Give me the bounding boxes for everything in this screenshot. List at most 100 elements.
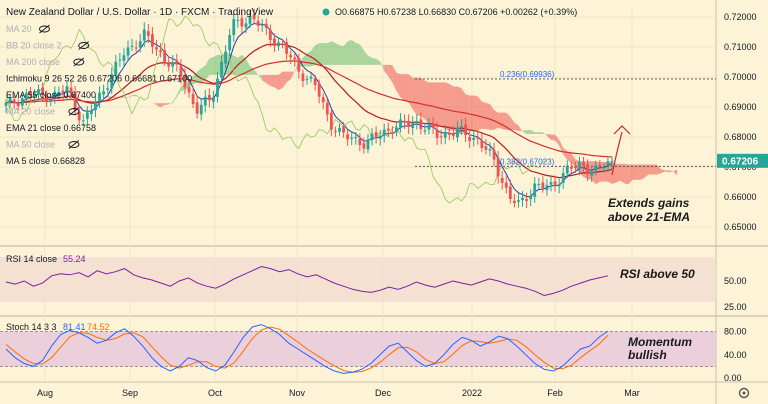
candle-body [81, 120, 85, 122]
cloud-segment [526, 129, 531, 135]
cloud-segment [351, 39, 356, 65]
candle-body [203, 96, 207, 106]
candle-body [325, 103, 329, 115]
candle-body [73, 91, 77, 111]
candle-body [273, 38, 276, 46]
cloud-segment [465, 94, 470, 131]
price-tick-label: 0.70000 [724, 72, 757, 82]
candle-body [240, 18, 244, 27]
candle-body [187, 87, 191, 93]
candle-body [582, 161, 585, 166]
cloud-segment [506, 112, 511, 131]
cloud-segment [457, 86, 462, 136]
cloud-segment [367, 55, 373, 65]
candle-body [508, 186, 512, 200]
candle-body [313, 78, 317, 86]
cloud-segment [538, 132, 543, 135]
cloud-segment [372, 58, 377, 65]
cloud-segment [363, 50, 368, 65]
cloud-segment [514, 122, 519, 131]
cloud-segment [213, 54, 218, 75]
cloud-segment [156, 103, 161, 108]
candle-body [167, 63, 171, 67]
candle-body [443, 132, 447, 138]
cloud-segment [636, 164, 641, 180]
candle-body [460, 125, 463, 129]
cloud-segment [176, 86, 181, 98]
candle-body [248, 16, 252, 24]
axes: 0.720000.710000.700000.690000.680000.670… [37, 12, 768, 398]
cloud-segment [347, 39, 352, 65]
cloud-segment [376, 58, 381, 65]
cloud-segment [424, 80, 429, 126]
cloud-segment [620, 163, 625, 184]
candle-body [142, 29, 146, 41]
candle-body [529, 195, 533, 200]
rsi-tick-label: 25.00 [724, 302, 747, 312]
candle-body [602, 167, 606, 169]
cloud-segment [396, 72, 401, 98]
cloud-segment [498, 112, 503, 130]
cloud-segment [441, 82, 446, 129]
cloud-segment [656, 164, 661, 175]
candle-body [309, 76, 313, 79]
cloud-segment [522, 130, 527, 135]
candle-body [451, 132, 455, 137]
candle-body [293, 57, 297, 60]
cloud-segment [311, 45, 316, 67]
cloud-segment [152, 103, 157, 106]
cloud-segment [384, 64, 389, 77]
candle-body [53, 91, 57, 99]
candle-body [289, 55, 293, 58]
candle-body [77, 111, 81, 121]
candle-body [598, 164, 602, 166]
candle-body [146, 31, 150, 36]
cloud-segment [209, 56, 214, 75]
candle-body [110, 74, 114, 89]
candle-body [517, 200, 520, 202]
cloud-segment [107, 95, 112, 98]
candle-body [122, 55, 126, 61]
cloud-segment [197, 68, 202, 84]
cloud-segment [644, 164, 649, 178]
candle-body [431, 123, 435, 128]
candle-body [496, 157, 500, 177]
time-tick-label: Sep [122, 388, 138, 398]
cloud-segment [494, 110, 499, 130]
settings-gear-icon[interactable] [738, 387, 750, 399]
candle-body [256, 20, 260, 26]
candle-body [264, 23, 268, 28]
cloud-segment [270, 74, 275, 88]
candle-body [252, 14, 256, 20]
last-price-tag [717, 153, 768, 168]
cloud-segment [624, 163, 629, 185]
candle-body [126, 47, 130, 56]
cloud-segment [164, 103, 169, 105]
chart-title: New Zealand Dollar / U.S. Dollar · 1D · … [6, 7, 274, 18]
cloud-segment [380, 61, 385, 72]
candle-body [41, 87, 45, 95]
cloud-segment [563, 147, 568, 160]
price-tick-label: 0.65000 [724, 222, 757, 232]
candle-body [114, 61, 118, 76]
cloud-segment [542, 132, 547, 136]
candle-body [8, 97, 12, 102]
cloud-segment [660, 169, 665, 174]
cloud-segment [652, 164, 657, 175]
indicator-lines [5, 15, 613, 204]
cloud-segment [412, 77, 417, 116]
annotation-stoch-line1: Momentum [628, 335, 692, 349]
cloud-segment [408, 74, 413, 110]
candle-body [407, 120, 411, 127]
candle-body [362, 143, 366, 149]
visibility-eye-icon [68, 140, 80, 149]
annotation-stoch-line2: bullish [628, 348, 667, 362]
candle-body [20, 98, 24, 106]
candle-body [191, 93, 195, 105]
cloud-segment [327, 41, 332, 65]
visibility-eye-icon [78, 41, 90, 50]
candle-body [488, 149, 492, 151]
annotation-main-line1: Extends gains [608, 196, 690, 210]
candle-body [399, 119, 402, 128]
